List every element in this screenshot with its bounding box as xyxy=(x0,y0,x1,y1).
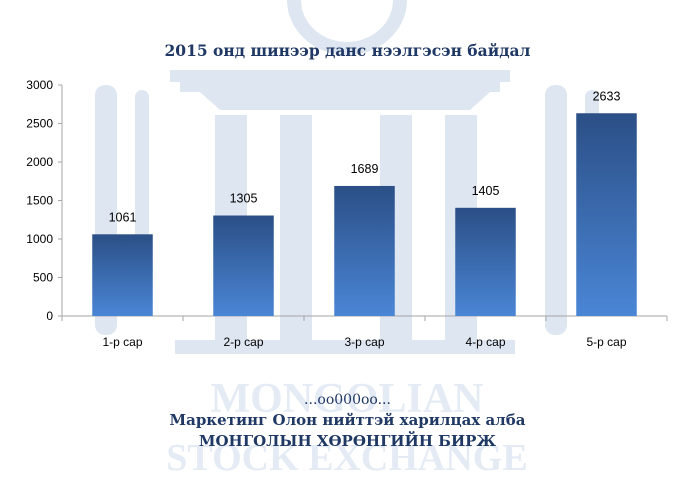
bar xyxy=(334,185,395,316)
y-tick-label: 1000 xyxy=(26,232,53,246)
y-tick-label: 2000 xyxy=(26,155,53,169)
footer-organization: МОНГОЛЫН ХӨРӨНГИЙН БИРЖ xyxy=(198,432,497,450)
y-tick-label: 500 xyxy=(33,271,53,285)
watermark-text-line1: MONGOLIAN xyxy=(211,376,484,422)
x-tick-label: 3-р сар xyxy=(344,335,384,349)
bar xyxy=(576,113,637,316)
y-tick-label: 0 xyxy=(46,309,53,323)
y-tick-label: 1500 xyxy=(26,194,53,208)
watermark-text-line2: STOCK EXCHANGE xyxy=(166,437,527,479)
chart-title: 2015 онд шинээр данс нээлгэсэн байдал xyxy=(164,41,531,60)
x-tick-label: 4-р сар xyxy=(465,335,505,349)
data-label: 2633 xyxy=(593,89,621,103)
bar xyxy=(92,234,153,316)
y-tick-label: 2500 xyxy=(26,117,53,131)
bar xyxy=(213,215,274,316)
data-label: 1305 xyxy=(230,192,258,206)
data-label: 1405 xyxy=(472,184,500,198)
x-tick-label: 1-р сар xyxy=(102,335,142,349)
x-tick-label: 5-р сар xyxy=(586,335,626,349)
data-label: 1061 xyxy=(109,210,137,224)
footer-department: Маркетинг Олон нийттэй харилцах алба xyxy=(169,411,526,429)
footer-ornament: ...oo000oo... xyxy=(304,392,391,408)
y-tick-label: 3000 xyxy=(26,78,53,92)
x-tick-label: 2-р сар xyxy=(223,335,263,349)
data-label: 1689 xyxy=(351,162,379,176)
bar xyxy=(455,207,516,316)
